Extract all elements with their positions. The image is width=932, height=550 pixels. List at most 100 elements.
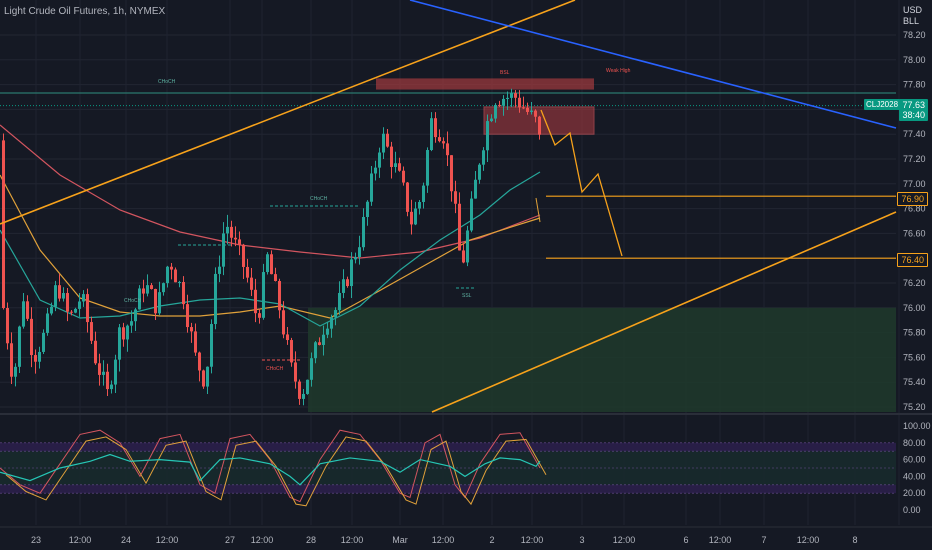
choch-label-top: CHoCH <box>158 79 176 85</box>
candle-body <box>6 308 9 344</box>
candle-body <box>350 259 353 287</box>
rsi-tick-label: 100.00 <box>903 421 931 431</box>
candle-body <box>282 310 285 335</box>
time-tick-label: 12:00 <box>69 535 92 545</box>
candle-body <box>498 104 501 106</box>
bsl-zone <box>376 78 594 90</box>
candle-body <box>318 342 321 345</box>
candle-body <box>414 208 417 225</box>
candle-body <box>2 140 5 309</box>
candle-body <box>30 318 33 356</box>
rsi-tick-label: 60.00 <box>903 455 926 465</box>
candle-body <box>326 328 329 335</box>
price-tick-label: 77.40 <box>903 129 926 139</box>
currency-label[interactable]: USD <box>903 5 923 15</box>
candle-body <box>486 121 489 151</box>
ssl-label: SSL <box>462 293 472 299</box>
candle-body <box>294 362 297 382</box>
candle-body <box>142 288 145 294</box>
rsi-tick-label: 80.00 <box>903 438 926 448</box>
candle-body <box>278 281 281 311</box>
candle-body <box>526 107 529 112</box>
price-tick-label: 78.00 <box>903 55 926 65</box>
choch-label-2: CHoCH <box>310 196 328 202</box>
candle-body <box>302 393 305 399</box>
candle-body <box>186 304 189 328</box>
candle-body <box>222 233 225 267</box>
time-tick-label: 24 <box>121 535 131 545</box>
candle-body <box>334 310 337 318</box>
time-tick-label: 12:00 <box>613 535 636 545</box>
candle-body <box>178 282 181 284</box>
candle-body <box>358 247 361 257</box>
ma-tail <box>535 197 541 223</box>
rising-trend-line-upper <box>0 0 576 225</box>
time-tick-label: 12:00 <box>521 535 544 545</box>
price-tick-label: 77.80 <box>903 80 926 90</box>
candle-body <box>162 283 165 293</box>
candle-body <box>450 155 453 192</box>
candle-body <box>394 163 397 168</box>
candle-body <box>130 321 133 326</box>
ma-red <box>0 124 541 259</box>
last-price-tag: 77.63 38:40 <box>899 99 928 121</box>
candle-body <box>190 327 193 332</box>
candle-body <box>354 256 357 260</box>
unit-label[interactable]: BLL <box>903 16 920 26</box>
candle-body <box>14 366 17 377</box>
candle-body <box>538 116 541 135</box>
candle-body <box>346 279 349 287</box>
candle-body <box>522 107 525 109</box>
candle-body <box>66 293 69 312</box>
candle-body <box>74 308 77 313</box>
bsl-label: BSL <box>500 70 510 76</box>
candle-body <box>266 254 269 273</box>
candle-body <box>86 294 89 323</box>
time-tick-label: 12:00 <box>709 535 732 545</box>
rising-trend-line-lower <box>431 211 897 413</box>
candle-body <box>98 363 101 375</box>
candle-body <box>422 185 425 202</box>
candle-body <box>262 272 265 318</box>
candle-body <box>410 211 413 225</box>
time-tick-label: 7 <box>761 535 766 545</box>
candle-body <box>18 326 21 367</box>
candle-body <box>470 198 473 231</box>
candle-body <box>426 150 429 186</box>
price-tick-label: 75.40 <box>903 377 926 387</box>
candle-body <box>154 288 157 314</box>
candle-body <box>58 285 61 299</box>
candle-body <box>446 143 449 156</box>
price-tick-label: 76.60 <box>903 228 926 238</box>
rsi-oversold-band <box>0 484 896 494</box>
candle-body <box>274 274 277 282</box>
candle-body <box>430 118 433 151</box>
candle-body <box>214 273 217 325</box>
candle-body <box>238 239 241 245</box>
candle-body <box>474 179 477 199</box>
chart-title[interactable]: Light Crude Oil Futures, 1h, NYMEX <box>4 6 166 17</box>
candle-body <box>338 292 341 311</box>
price-tick-label: 75.80 <box>903 328 926 338</box>
target-2-tag: 76.40 <box>897 253 928 267</box>
candle-body <box>62 293 65 299</box>
candle-body <box>298 381 301 399</box>
symbol-tag: CLJ2028 <box>864 99 901 110</box>
candle-body <box>102 371 105 375</box>
candle-body <box>38 351 41 362</box>
candle-body <box>322 334 325 345</box>
candle-body <box>434 118 437 138</box>
candle-body <box>466 230 469 263</box>
candle-body <box>218 266 221 274</box>
candle-body <box>366 201 369 218</box>
candle-body <box>362 217 365 248</box>
candle-body <box>330 317 333 329</box>
rsi-tick-label: 0.00 <box>903 505 921 515</box>
trend-lines <box>0 0 897 413</box>
candle-body <box>250 277 253 290</box>
price-tick-label: 77.20 <box>903 154 926 164</box>
candle-body <box>226 226 229 234</box>
candle-body <box>442 141 445 144</box>
rsi-tick-label: 20.00 <box>903 488 926 498</box>
